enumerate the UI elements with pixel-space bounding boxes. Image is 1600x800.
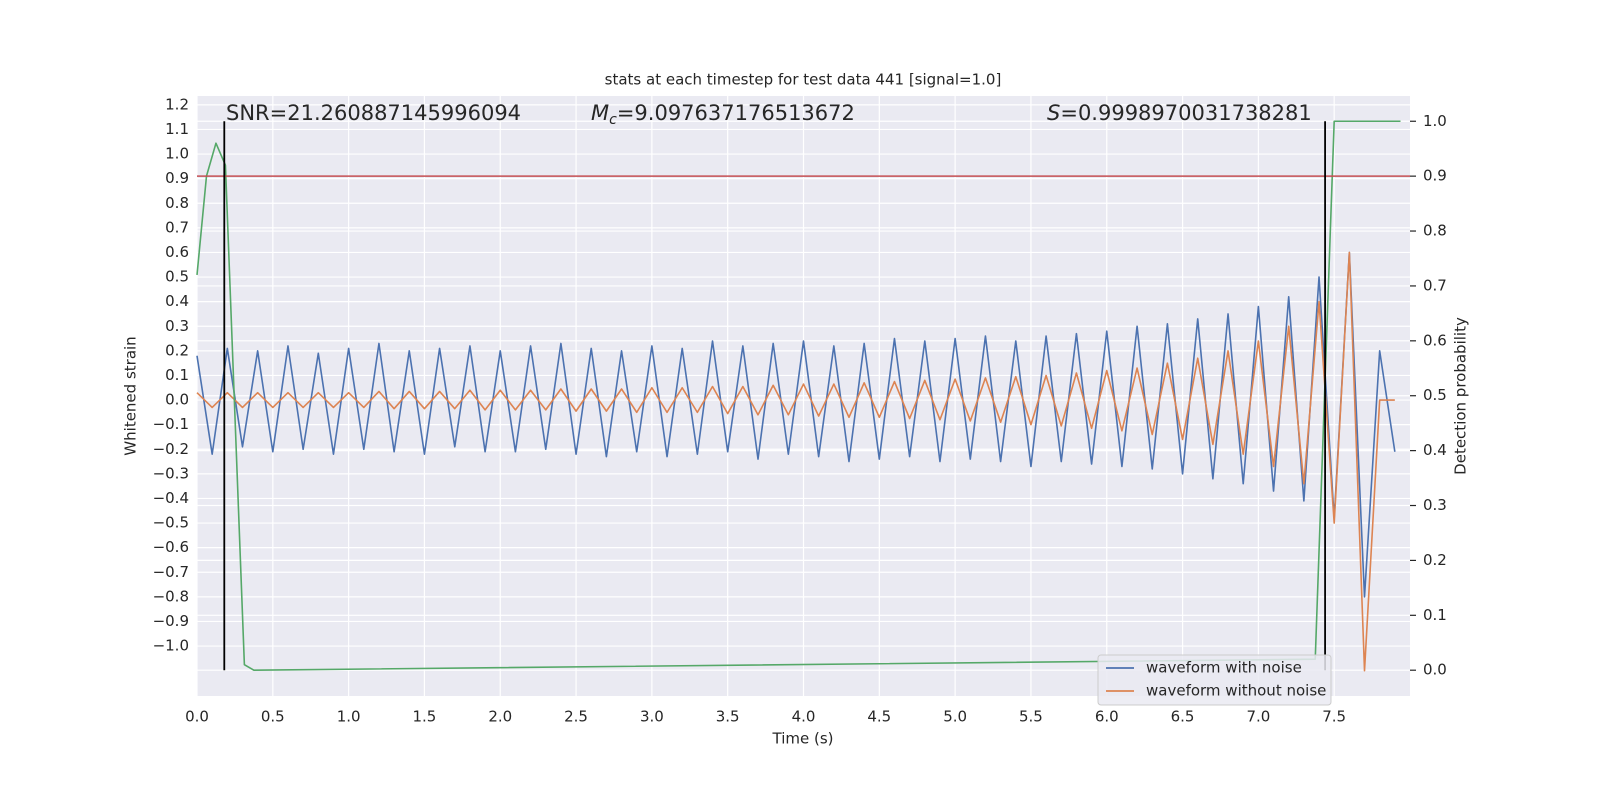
legend: waveform with noise waveform without nois… [1097, 654, 1332, 706]
y-tick-label: 1.2 [165, 95, 189, 113]
y-tick-label: 1.0 [165, 145, 189, 163]
plot-lines [196, 120, 1410, 672]
y-tick-label: 0.6 [165, 243, 189, 261]
series-line [196, 120, 1401, 671]
chart-title: stats at each timestep for test data 441… [605, 71, 1002, 89]
series-line [196, 251, 1395, 672]
x-tick-label: 4.0 [792, 708, 816, 726]
y-tick-label: 0.1 [165, 366, 189, 384]
y2-tick-label: 0.7 [1423, 276, 1447, 294]
y-tick-label: −0.5 [153, 514, 189, 532]
y2-tick-label: 1.0 [1423, 112, 1447, 130]
x-tick-label: 7.5 [1322, 708, 1346, 726]
y-tick-label: 0.2 [165, 341, 189, 359]
y-tick-label: 0.4 [165, 292, 189, 310]
x-tick-label: 2.5 [564, 708, 588, 726]
x-tick-label: 1.0 [337, 708, 361, 726]
y-tick-label: −0.3 [153, 464, 189, 482]
y-tick-label: 0.3 [165, 317, 189, 335]
y2-tick-label: 0.2 [1423, 551, 1447, 569]
x-tick-label: 1.5 [413, 708, 437, 726]
legend-label: waveform with noise [1146, 659, 1302, 677]
x-tick-label: 0.0 [185, 708, 209, 726]
y-tick-label: −0.6 [153, 538, 189, 556]
y-tick-label: 0.7 [165, 218, 189, 236]
y2-tick-label: 0.0 [1423, 661, 1447, 679]
y-tick-label: −0.4 [153, 489, 189, 507]
y-tick-label: −1.0 [153, 637, 189, 655]
y-tick-label: −0.7 [153, 563, 189, 581]
x-tick-label: 5.0 [943, 708, 967, 726]
x-tick-label: 6.5 [1171, 708, 1195, 726]
x-axis-label: Time (s) [772, 730, 834, 748]
y-tick-label: 0.5 [165, 268, 189, 286]
y-tick-label: 0.9 [165, 169, 189, 187]
grid [196, 96, 1410, 696]
s-annotation: S=0.9998970031738281 [1047, 101, 1312, 125]
y2-tick-label: 0.1 [1423, 606, 1447, 624]
y2-tick-label: 0.6 [1423, 331, 1447, 349]
x-tick-label: 0.5 [261, 708, 285, 726]
y2-tick-label: 0.4 [1423, 441, 1447, 459]
y-tick-label: −0.9 [153, 612, 189, 630]
legend-box [1097, 654, 1332, 706]
mc-annotation: Mc=9.097637176513672 [591, 101, 855, 128]
x-tick-label: 6.0 [1095, 708, 1119, 726]
y2-axis-label: Detection probability [1452, 317, 1470, 475]
y-tick-label: −0.2 [153, 440, 189, 458]
y-tick-label: 0.0 [165, 391, 189, 409]
y2-tick-label: 0.3 [1423, 496, 1447, 514]
y2-tick-label: 0.5 [1423, 386, 1447, 404]
x-tick-label: 2.0 [488, 708, 512, 726]
x-tick-label: 5.5 [1019, 708, 1043, 726]
y-tick-label: 1.1 [165, 120, 189, 138]
s-value: =0.9998970031738281 [1060, 101, 1311, 125]
y2-tick-label: 0.9 [1423, 167, 1447, 185]
snr-annotation: SNR=21.260887145996094 [226, 101, 521, 125]
x-tick-label: 7.0 [1246, 708, 1270, 726]
mc-subscript: c [609, 112, 617, 128]
y-tick-label: 0.8 [165, 194, 189, 212]
x-tick-label: 4.5 [867, 708, 891, 726]
y-axis-label: Whitened strain [122, 336, 140, 455]
legend-label: waveform without noise [1146, 682, 1326, 700]
y-tick-label: −0.8 [153, 587, 189, 605]
series-line [196, 251, 1396, 598]
x-tick-label: 3.0 [640, 708, 664, 726]
y2-tick-label: 0.8 [1423, 222, 1447, 240]
s-symbol: S [1047, 101, 1060, 125]
x-tick-label: 3.5 [716, 708, 740, 726]
mc-symbol: M [591, 101, 609, 125]
y-tick-label: −0.1 [153, 415, 189, 433]
mc-value: =9.097637176513672 [617, 101, 855, 125]
